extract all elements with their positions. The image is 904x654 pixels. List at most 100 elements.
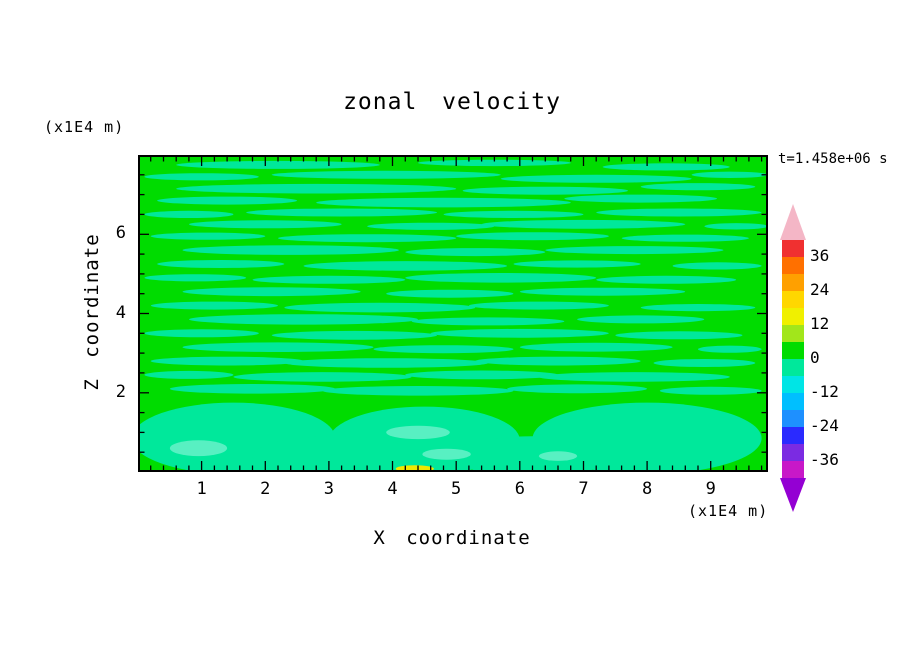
contour-streak <box>169 384 336 394</box>
contour-streak <box>500 174 692 183</box>
contour-streak <box>144 210 234 218</box>
contour-streak <box>189 314 418 325</box>
contour-patch <box>169 440 228 457</box>
contour-streak <box>481 219 686 229</box>
x-tick-label: 4 <box>387 479 398 499</box>
contour-streak <box>182 342 374 352</box>
colorbar-label: -36 <box>810 450 839 469</box>
x-tick-label: 6 <box>514 479 525 499</box>
colorbar-segment <box>782 342 804 359</box>
contour-patch <box>422 448 471 460</box>
colorbar-label: 12 <box>810 314 830 333</box>
x-tick-label: 3 <box>323 479 335 499</box>
contour-streak <box>411 317 565 326</box>
colorbar-segment <box>782 308 804 325</box>
contour-streak <box>538 372 730 382</box>
colorbar-segment <box>782 359 804 376</box>
contour-streak <box>596 275 737 284</box>
contour-streak <box>150 356 304 366</box>
colorbar <box>780 196 826 530</box>
contour-streak <box>405 248 546 257</box>
contour-streak <box>157 196 298 205</box>
contour-streak <box>519 342 673 352</box>
contour-streak <box>176 183 457 194</box>
z-tick-label: 6 <box>115 223 126 244</box>
time-annotation: t=1.458e+06 s <box>778 151 888 167</box>
colorbar-segment <box>782 376 804 393</box>
contour-streak <box>373 345 514 354</box>
contour-patch <box>538 451 578 461</box>
contour-streak <box>704 223 768 230</box>
contour-streak <box>430 328 609 338</box>
contour-streak <box>157 260 285 268</box>
contour-streak <box>621 234 749 242</box>
z-tick-label: 2 <box>115 381 126 402</box>
contour-streak <box>182 287 361 297</box>
z-axis-unit-label: (x1E4 m) <box>44 118 125 136</box>
contour-patch <box>386 425 450 440</box>
contour-streak <box>150 232 266 240</box>
contour-streak <box>513 260 641 268</box>
colorbar-segment <box>782 410 804 427</box>
contour-streak <box>405 273 597 283</box>
axis-ticks <box>140 157 766 470</box>
colorbar-label: -24 <box>810 416 839 435</box>
x-tick-label: 9 <box>705 479 716 499</box>
contour-streak <box>144 274 247 282</box>
contour-streak <box>596 208 762 217</box>
colorbar-label: 0 <box>810 348 820 367</box>
contour-streak <box>188 220 342 229</box>
z-tick-label: 4 <box>115 302 126 323</box>
contour-streak <box>577 315 705 324</box>
contour-streak <box>144 329 259 338</box>
colorbar-segment <box>782 444 804 461</box>
contour-plot-area <box>138 155 768 472</box>
contour-streak <box>246 208 438 217</box>
x-axis-unit-label: (x1E4 m) <box>688 502 769 520</box>
contour-blob <box>252 436 418 472</box>
contour-streak <box>303 261 508 271</box>
contour-streak <box>519 287 686 296</box>
contour-streak <box>252 275 406 284</box>
contour-streak <box>284 302 476 313</box>
contour-streak <box>144 173 259 181</box>
colorbar-segment <box>782 393 804 410</box>
contour-streak <box>322 386 514 396</box>
colorbar-segment <box>782 325 804 342</box>
colorbar-svg <box>780 204 806 512</box>
contour-streak <box>316 197 571 208</box>
contour-streak <box>564 194 718 203</box>
contour-streak <box>615 331 743 340</box>
colorbar-segment <box>782 240 804 257</box>
contour-streak <box>150 301 278 310</box>
contour-streak <box>271 330 438 340</box>
colorbar-label: 36 <box>810 246 830 265</box>
contour-streak <box>176 160 380 169</box>
contour-streak <box>443 210 584 218</box>
contour-streak <box>640 183 756 191</box>
x-tick-label: 7 <box>578 479 589 499</box>
contour-field <box>138 155 768 472</box>
contour-streak <box>475 356 641 366</box>
plot-border <box>138 155 768 472</box>
x-tick-label: 5 <box>451 479 462 499</box>
colorbar-label: 24 <box>810 280 830 299</box>
contour-streak <box>462 186 628 195</box>
contour-streak <box>405 370 558 380</box>
x-axis-title: X coordinate <box>373 527 531 549</box>
contour-streak <box>602 163 730 171</box>
contour-streak <box>367 222 495 230</box>
colorbar-segment <box>782 461 804 478</box>
contour-streak <box>182 245 399 255</box>
x-tick-label: 1 <box>196 479 207 499</box>
contour-streak <box>672 262 762 270</box>
contour-streak <box>468 301 609 310</box>
plot-title: zonal velocity <box>343 89 561 115</box>
contour-streak <box>456 232 609 241</box>
contour-streak <box>271 170 501 179</box>
colorbar-up-arrow <box>780 204 806 240</box>
contour-streak <box>386 289 514 298</box>
colorbar-segment <box>782 274 804 291</box>
colorbar-label: -12 <box>810 382 839 401</box>
